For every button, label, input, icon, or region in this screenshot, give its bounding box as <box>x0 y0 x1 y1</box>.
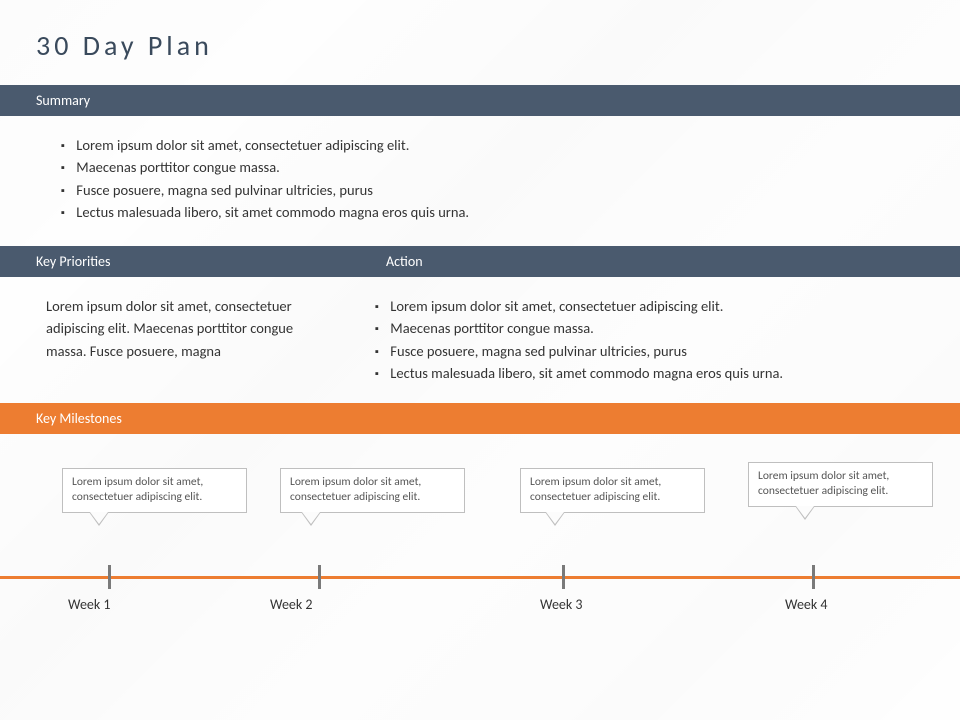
action-item: Lorem ipsum dolor sit amet, consectetuer… <box>370 295 920 317</box>
action-list: Lorem ipsum dolor sit amet, consectetuer… <box>350 295 960 385</box>
week-label: Week 2 <box>270 596 313 613</box>
two-col-header: Key Priorities Action <box>0 246 960 277</box>
page-title: 30 Day Plan <box>0 0 960 63</box>
timeline-line <box>0 576 960 579</box>
timeline: Lorem ipsum dolor sit amet, consectetuer… <box>0 448 960 648</box>
action-item: Maecenas porttitor congue massa. <box>370 317 920 339</box>
priorities-header: Key Priorities <box>0 246 350 277</box>
summary-item: Fusce posuere, magna sed pulvinar ultric… <box>56 179 924 201</box>
week-label: Week 1 <box>68 596 111 613</box>
action-item: Lectus malesuada libero, sit amet commod… <box>370 362 920 384</box>
timeline-tick <box>318 565 321 589</box>
action-item: Fusce posuere, magna sed pulvinar ultric… <box>370 340 920 362</box>
milestone-callout: Lorem ipsum dolor sit amet, consectetuer… <box>520 468 705 513</box>
priorities-text: Lorem ipsum dolor sit amet, consectetuer… <box>0 295 350 385</box>
summary-item: Lectus malesuada libero, sit amet commod… <box>56 201 924 223</box>
timeline-tick <box>562 565 565 589</box>
milestone-callout: Lorem ipsum dolor sit amet, consectetuer… <box>280 468 465 513</box>
week-label: Week 4 <box>785 596 828 613</box>
milestone-callout: Lorem ipsum dolor sit amet, consectetuer… <box>62 468 247 513</box>
two-col-body: Lorem ipsum dolor sit amet, consectetuer… <box>0 277 960 397</box>
summary-item: Maecenas porttitor congue massa. <box>56 156 924 178</box>
milestones-header: Key Milestones <box>0 403 960 434</box>
timeline-tick <box>812 565 815 589</box>
milestone-callout: Lorem ipsum dolor sit amet, consectetuer… <box>748 462 933 507</box>
summary-header: Summary <box>0 85 960 116</box>
week-label: Week 3 <box>540 596 583 613</box>
action-header: Action <box>350 246 960 277</box>
summary-body: Lorem ipsum dolor sit amet, consectetuer… <box>0 116 960 234</box>
summary-item: Lorem ipsum dolor sit amet, consectetuer… <box>56 134 924 156</box>
timeline-tick <box>108 565 111 589</box>
